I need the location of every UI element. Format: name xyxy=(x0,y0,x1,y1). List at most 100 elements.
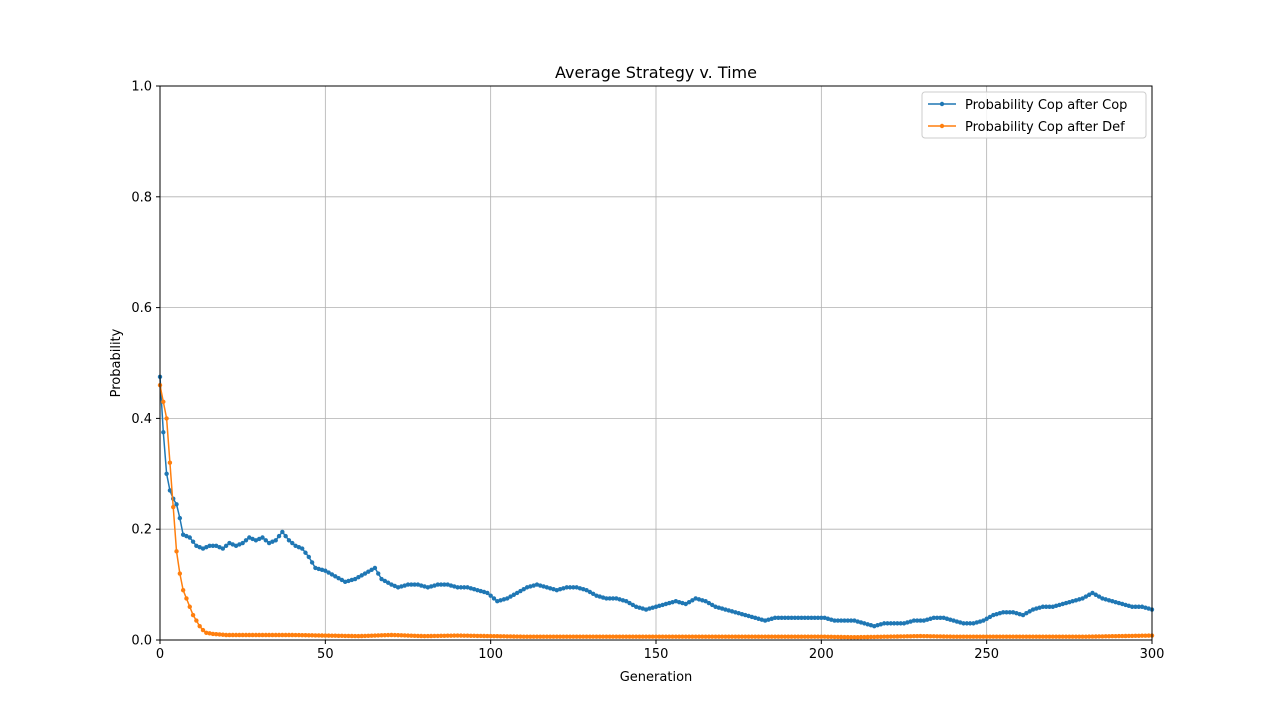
data-point xyxy=(954,619,960,624)
data-point xyxy=(581,587,586,592)
data-point xyxy=(795,615,801,621)
data-point xyxy=(858,620,864,625)
data-point xyxy=(243,538,249,543)
data-point xyxy=(243,632,249,638)
data-point xyxy=(868,634,874,640)
data-point xyxy=(597,594,602,599)
data-point xyxy=(270,632,275,638)
data-point xyxy=(736,634,741,639)
data-point xyxy=(723,634,728,639)
data-point xyxy=(190,539,196,544)
data-point xyxy=(260,632,265,638)
data-point xyxy=(514,590,520,596)
data-point xyxy=(802,634,807,639)
data-point xyxy=(951,618,956,623)
data-point xyxy=(452,584,457,589)
data-point xyxy=(911,618,917,623)
data-point xyxy=(835,618,841,623)
data-point xyxy=(1136,633,1141,638)
series-layer xyxy=(157,374,1155,640)
data-point xyxy=(663,634,669,639)
data-point xyxy=(736,611,741,616)
data-point xyxy=(531,634,536,639)
data-point xyxy=(805,615,811,621)
data-point xyxy=(564,634,569,639)
data-point xyxy=(941,615,946,621)
data-point xyxy=(789,615,794,621)
data-point xyxy=(676,599,682,605)
data-point xyxy=(961,634,966,639)
data-point xyxy=(577,586,583,591)
data-point xyxy=(898,634,903,639)
data-point xyxy=(233,632,239,638)
data-point xyxy=(481,589,487,595)
data-point xyxy=(1090,634,1095,639)
data-point xyxy=(164,416,169,421)
data-point xyxy=(422,633,427,639)
data-point xyxy=(184,596,189,601)
y-tick-label: 0.6 xyxy=(131,301,152,316)
data-point xyxy=(1077,597,1082,602)
data-point xyxy=(934,634,940,639)
data-point xyxy=(356,575,361,580)
data-point xyxy=(928,634,933,639)
data-point xyxy=(908,634,913,639)
data-point xyxy=(309,633,315,638)
data-point xyxy=(729,634,735,639)
data-point xyxy=(739,611,745,617)
data-point xyxy=(686,634,692,639)
data-point xyxy=(749,614,755,620)
data-point xyxy=(1010,610,1016,615)
data-point xyxy=(693,634,698,639)
data-point xyxy=(1100,596,1105,601)
data-point xyxy=(428,633,434,639)
data-point xyxy=(409,582,414,587)
data-point xyxy=(756,616,761,621)
data-point xyxy=(997,634,1003,639)
data-point xyxy=(223,543,229,549)
data-point xyxy=(643,634,649,639)
data-point xyxy=(1067,634,1072,639)
data-point xyxy=(511,592,517,597)
x-tick-label: 200 xyxy=(809,647,834,662)
x-tick-label: 250 xyxy=(974,647,999,662)
data-point xyxy=(382,578,388,584)
data-point xyxy=(313,633,318,638)
x-tick-label: 150 xyxy=(644,647,669,662)
data-point xyxy=(395,585,401,590)
data-point xyxy=(865,634,870,640)
data-point xyxy=(194,543,199,549)
data-point xyxy=(187,604,192,609)
data-point xyxy=(1070,634,1075,639)
data-point xyxy=(577,634,583,639)
data-point xyxy=(852,635,857,640)
data-point xyxy=(369,567,374,573)
data-point xyxy=(984,634,989,639)
data-point xyxy=(1027,609,1032,614)
data-point xyxy=(852,618,857,623)
data-point xyxy=(359,573,364,578)
data-point xyxy=(624,599,629,604)
data-point xyxy=(534,634,540,639)
data-point xyxy=(352,633,358,639)
data-point xyxy=(257,536,262,542)
data-point xyxy=(167,488,173,493)
data-point xyxy=(412,582,417,587)
data-point xyxy=(1116,600,1122,606)
data-point xyxy=(958,634,963,639)
data-point xyxy=(1030,634,1036,639)
data-point xyxy=(640,634,645,639)
data-point xyxy=(991,612,996,618)
data-point xyxy=(544,585,550,590)
data-point xyxy=(290,632,295,638)
data-point xyxy=(895,621,900,626)
data-point xyxy=(1047,634,1052,639)
legend-box xyxy=(921,91,1147,139)
data-point xyxy=(296,545,302,550)
data-point xyxy=(624,634,629,639)
data-point xyxy=(442,582,447,587)
data-point xyxy=(706,634,712,639)
data-point xyxy=(895,634,900,639)
data-point xyxy=(399,584,404,589)
data-point xyxy=(538,583,543,588)
